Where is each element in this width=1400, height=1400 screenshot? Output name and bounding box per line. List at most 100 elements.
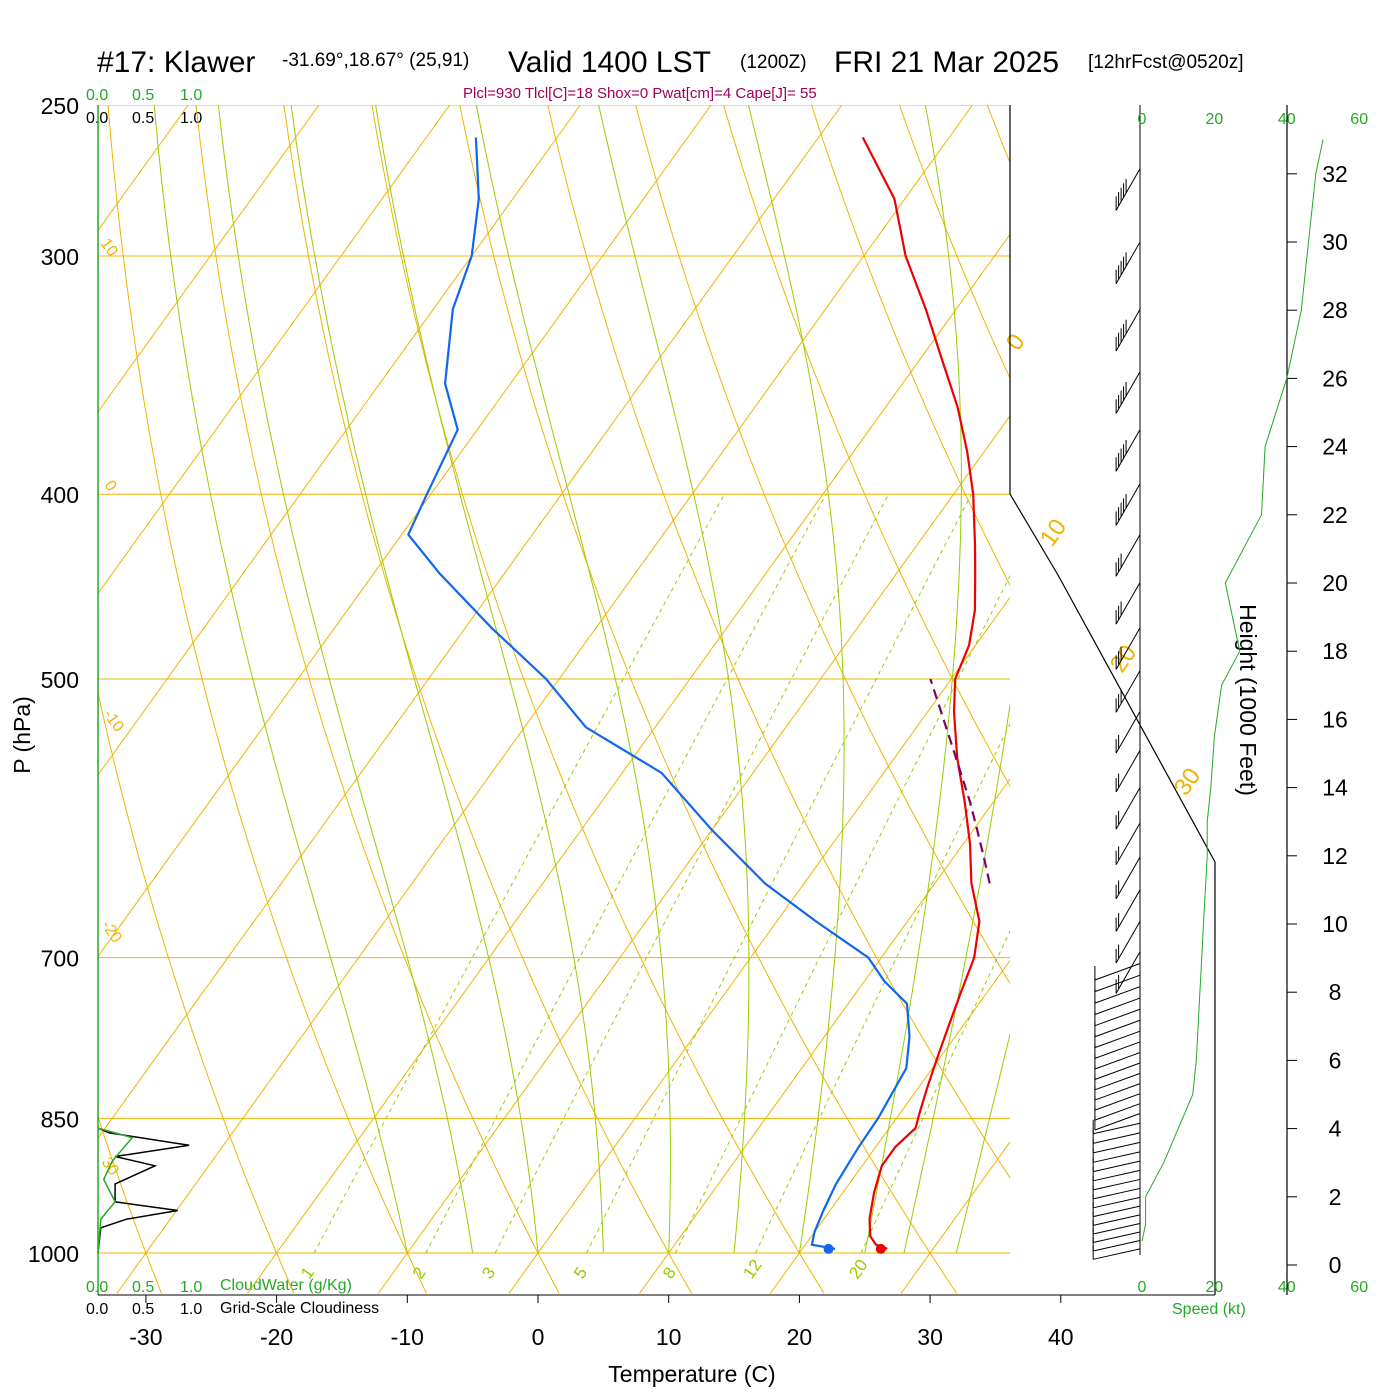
moist-adiabat-line [748, 105, 845, 1254]
wind-barb-staff [1093, 1141, 1141, 1154]
mixing-ratio-label: 12 [739, 1256, 765, 1282]
cloudwater-scale-tick: 1.0 [180, 87, 202, 104]
wind-barb-staff [1093, 1160, 1141, 1173]
dry-adiabat-label: 30 [1169, 763, 1206, 800]
isotherm-line [98, 105, 451, 595]
height-tick-label: 0 [1329, 1252, 1342, 1278]
wind-barb-staff [1093, 1196, 1141, 1209]
moist-adiabat-line [955, 1032, 1010, 1254]
dry-adiabat-label: 0 [101, 478, 120, 495]
wind-barb-staff [1115, 787, 1141, 830]
mixing-ratio-label: 8 [659, 1264, 680, 1283]
wind-barb-staff [1094, 1072, 1141, 1091]
temperature-tick-label: 0 [532, 1324, 545, 1350]
pressure-tick-label: 250 [41, 93, 79, 119]
wind-barb-staff [1115, 670, 1141, 713]
wind-barb-staff [1094, 986, 1141, 1004]
dry-adiabat-line [810, 105, 1010, 587]
wind-barb-staff [1115, 921, 1141, 964]
temperature-trace [861, 136, 981, 1250]
mixing-ratio-line [494, 493, 890, 1254]
isotherm-line [639, 778, 1010, 1294]
temperature-tick-label: -10 [391, 1324, 424, 1350]
height-tick-label: 12 [1322, 843, 1348, 869]
wind-barb-staff [1093, 1187, 1141, 1200]
forecast-date: FRI 21 Mar 2025 [834, 46, 1059, 79]
moist-adiabat-line [864, 105, 962, 1254]
plot-background [98, 105, 1010, 1294]
valid-time: Valid 1400 LST [508, 46, 711, 79]
dry-adiabat-line [283, 105, 693, 1294]
wind-barb-staff [1094, 1113, 1141, 1131]
dry-adiabat-line [547, 105, 1010, 1179]
dry-adiabat-line [635, 105, 1010, 985]
wind-speed-line [1141, 139, 1324, 1242]
wind-speed-profile [1141, 139, 1324, 1242]
wind-barb-staff [1094, 1062, 1141, 1080]
isotherm-line [247, 233, 1010, 1294]
cloudwater-scale-tick: 0.5 [132, 1279, 154, 1296]
temperature-tick-label: 40 [1048, 1324, 1074, 1350]
isotherm-line [98, 105, 582, 776]
temperature-tick-label: 20 [787, 1324, 813, 1350]
dry-adiabat-line [722, 105, 1010, 788]
wind-barb-staff [1115, 534, 1141, 577]
isotherm-line [98, 105, 712, 958]
pressure-axis-title: P (hPa) [9, 696, 35, 774]
temperature-axis: -30 -20 -10 0 10 20 30 40 [129, 1295, 1074, 1350]
surface-temperature-dot [875, 1243, 886, 1254]
height-tick-label: 8 [1329, 979, 1342, 1005]
wind-barb-staff [1093, 1151, 1141, 1163]
wind-barb-staff [1115, 711, 1141, 754]
wind-barb-staff [1115, 429, 1141, 472]
wind-barb-staff [1115, 582, 1141, 625]
wind-barb-staff [1115, 750, 1141, 793]
moist-adiabat-line [375, 105, 604, 1254]
height-tick-label: 4 [1329, 1116, 1342, 1142]
wind-barb-staff [1093, 1231, 1141, 1243]
wind-barb-staff [1115, 168, 1141, 211]
wind-barb-staff [1094, 1019, 1141, 1038]
dry-adiabat-label: -20 [98, 918, 125, 947]
cloudwater-scale-tick: 1.0 [180, 1279, 202, 1296]
station-coords: -31.69°,18.67° (25,91) [282, 50, 469, 71]
speed-axis-title: Speed (kt) [1172, 1301, 1246, 1318]
surface-dewpoint-dot [823, 1243, 834, 1254]
cloudwater-profile [97, 1127, 134, 1254]
cloudwater-legend: CloudWater (g/Kg) [220, 1277, 352, 1294]
moist-adiabat-line [290, 105, 539, 1254]
wind-barb-staff [1094, 1052, 1141, 1070]
mixing-ratio-line [860, 929, 1010, 1254]
mixing-ratio-label: 3 [478, 1264, 499, 1283]
pressure-axis: 1000 850 700 500 400 300 250 [28, 93, 79, 1267]
dry-adiabat-line [98, 1115, 162, 1294]
pressure-tick-label: 400 [41, 482, 79, 508]
speed-tick-label: 20 [1206, 111, 1224, 128]
mixing-ratio-label: 2 [409, 1264, 430, 1283]
moist-adiabat-line [217, 105, 474, 1254]
isotherm-line [508, 596, 1010, 1294]
plot-right-boundary [1009, 105, 1216, 1295]
wind-barb-staff [1093, 1223, 1141, 1235]
pressure-tick-label: 500 [41, 667, 79, 693]
height-tick-label: 10 [1322, 911, 1348, 937]
height-tick-label: 26 [1322, 365, 1348, 391]
wind-barb-staff [1094, 1093, 1141, 1111]
speed-tick-label: 0 [1138, 1279, 1147, 1296]
speed-tick-label: 60 [1350, 111, 1368, 128]
cloud-profiles [97, 1127, 190, 1254]
height-tick-label: 14 [1322, 775, 1348, 801]
stability-indices: Plcl=930 Tlcl[C]=18 Shox=0 Pwat[cm]=4 Ca… [463, 85, 817, 102]
wind-barb-staff [1094, 963, 1141, 981]
cloudiness-scale-tick: 0.5 [132, 110, 154, 127]
cloudiness-scale-tick: 0.0 [86, 1301, 108, 1318]
wind-barb-staff [1115, 822, 1141, 865]
wind-barb-staff [1115, 951, 1141, 994]
speed-tick-label: 60 [1350, 1279, 1368, 1296]
wind-barb-staff [1094, 974, 1141, 993]
isotherm-line [116, 105, 974, 1294]
height-tick-label: 2 [1329, 1184, 1342, 1210]
mixing-ratio-line [586, 493, 972, 1254]
